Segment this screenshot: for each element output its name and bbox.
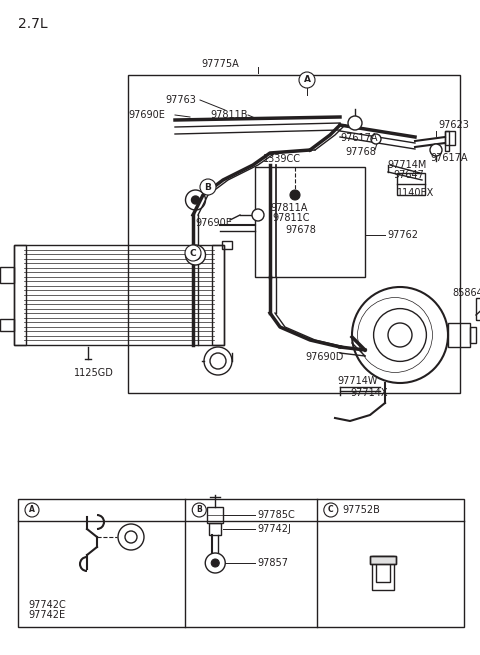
Bar [128, 75, 460, 393]
Text: 97690E: 97690E [128, 110, 165, 120]
Circle shape [211, 559, 219, 567]
Circle shape [118, 524, 144, 550]
Text: 97742J: 97742J [257, 524, 291, 534]
Text: 97617A: 97617A [340, 133, 377, 143]
Text: 1140EX: 1140EX [397, 188, 434, 198]
Text: 97857: 97857 [257, 558, 288, 568]
Bar [376, 563, 390, 582]
Text: 97623: 97623 [438, 120, 469, 130]
Circle shape [430, 144, 442, 156]
Circle shape [192, 196, 200, 204]
Text: 97763: 97763 [165, 95, 196, 105]
Circle shape [185, 245, 205, 265]
Circle shape [192, 503, 206, 517]
Text: 97785C: 97785C [257, 510, 295, 520]
Bar [212, 245, 224, 345]
Circle shape [324, 503, 338, 517]
Bar [222, 241, 232, 249]
Text: C: C [190, 248, 196, 257]
Text: B: B [204, 183, 211, 191]
Circle shape [185, 245, 201, 261]
Bar [370, 556, 396, 564]
Text: C: C [328, 506, 334, 514]
Bar [209, 523, 221, 535]
Text: 97775A: 97775A [201, 59, 239, 69]
Text: 1125GD: 1125GD [73, 368, 113, 378]
Bar [0, 319, 14, 331]
Bar [0, 267, 14, 283]
Text: 97678: 97678 [285, 225, 316, 235]
Text: 97811C: 97811C [272, 213, 310, 223]
Circle shape [371, 134, 381, 144]
Bar [207, 507, 223, 523]
Bar [372, 556, 394, 590]
Bar [476, 298, 480, 320]
Bar [255, 167, 365, 277]
Bar [445, 131, 455, 145]
Text: B: B [196, 506, 202, 514]
Bar [14, 245, 224, 345]
Circle shape [252, 209, 264, 221]
Text: 97714X: 97714X [350, 388, 387, 398]
Text: A: A [29, 506, 35, 514]
Bar [397, 173, 425, 195]
Text: 97617A: 97617A [430, 153, 468, 163]
Text: 97714M: 97714M [387, 160, 426, 170]
Text: 1339CC: 1339CC [263, 154, 301, 164]
Circle shape [348, 116, 362, 130]
Text: 97690D: 97690D [305, 352, 343, 362]
Bar [448, 323, 470, 347]
Text: 97768: 97768 [345, 147, 376, 157]
Bar [370, 556, 396, 564]
Circle shape [25, 503, 39, 517]
Text: A: A [303, 75, 311, 84]
Bar [470, 327, 476, 343]
Text: 2.7L: 2.7L [18, 17, 48, 31]
Circle shape [185, 190, 205, 210]
Circle shape [200, 179, 216, 195]
Circle shape [299, 72, 315, 88]
Text: 97647: 97647 [393, 170, 424, 180]
Text: 97811A: 97811A [270, 203, 307, 213]
Circle shape [290, 190, 300, 200]
Text: 97762: 97762 [387, 230, 418, 240]
Text: 97811B: 97811B [210, 110, 248, 120]
Text: 97752B: 97752B [343, 505, 381, 515]
Text: 85864: 85864 [452, 288, 480, 298]
Text: 97714W: 97714W [337, 376, 377, 386]
Bar [18, 499, 464, 627]
Circle shape [205, 553, 225, 573]
Bar [14, 245, 26, 345]
Bar [445, 131, 449, 151]
Text: 97742E: 97742E [28, 610, 65, 620]
Text: 97690E: 97690E [195, 218, 232, 228]
Text: 97742C: 97742C [28, 600, 66, 610]
